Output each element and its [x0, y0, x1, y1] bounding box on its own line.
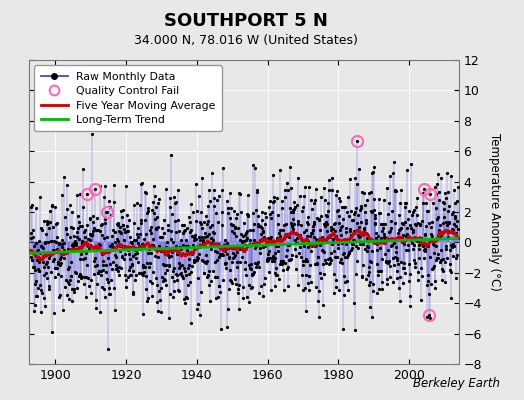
Text: Berkeley Earth: Berkeley Earth	[413, 377, 500, 390]
Text: 34.000 N, 78.016 W (United States): 34.000 N, 78.016 W (United States)	[134, 34, 358, 47]
Y-axis label: Temperature Anomaly (°C): Temperature Anomaly (°C)	[488, 133, 501, 291]
Legend: Raw Monthly Data, Quality Control Fail, Five Year Moving Average, Long-Term Tren: Raw Monthly Data, Quality Control Fail, …	[34, 66, 222, 132]
Text: SOUTHPORT 5 N: SOUTHPORT 5 N	[165, 12, 328, 30]
